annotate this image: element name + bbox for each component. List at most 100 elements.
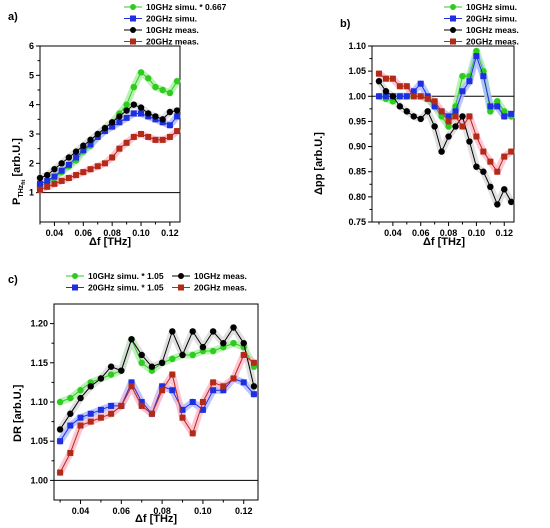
data-point [138,110,145,117]
data-point [459,113,466,120]
data-point [501,108,508,115]
data-point [138,131,145,137]
data-point [494,103,501,110]
data-point [179,406,186,413]
data-point [375,78,383,85]
data-point [424,95,431,102]
panel-c: c) DR [arb.U.] Δf [THz] 0.04 0.06 0.08 0.10… [8,271,259,525]
data-point [145,133,152,140]
data-point [87,410,94,417]
data-point [382,75,389,82]
data-point [101,124,109,132]
data-point [87,141,94,148]
x-tick-label: 0.08 [440,228,458,238]
legend-label: 10GHz simu. * 1.05 [88,271,164,281]
x-tick-label: 0.06 [113,506,131,516]
data-point [424,108,431,115]
y-tick-label: 1.05 [30,436,48,446]
data-point [459,123,466,130]
data-point [240,340,247,347]
data-point [473,133,480,140]
data-point [480,73,487,80]
y-tick-label: 1.15 [30,358,48,368]
data-point [166,89,174,97]
data-point [152,83,159,91]
legend-marker [178,273,184,279]
data-point [410,88,417,95]
data-point [123,101,130,108]
legend-label: 20GHz meas. [194,283,247,293]
panel-a-label: a) [8,11,18,23]
data-point [123,139,130,146]
panel-c-plot: 0.04 0.06 0.08 0.10 0.12 1.00 1.05 1.10 1.15 1.20… [30,271,259,516]
legend-label: 10GHz simu. [466,2,517,12]
data-point [166,122,173,129]
y-tick-label: 6 [29,41,34,51]
data-point [508,148,515,155]
legend-marker [72,284,78,291]
data-point [403,83,410,90]
data-point [375,93,382,100]
panel-c-xlabel: Δf [THz] [135,513,177,525]
data-point [67,422,74,429]
data-point [80,147,87,154]
data-point [375,70,382,77]
data-point [44,171,51,179]
data-point [445,123,452,130]
data-point [128,379,135,386]
y-tick-label: 1.10 [348,41,366,51]
data-point [77,422,84,429]
data-point [118,402,125,409]
legend-marker [130,27,136,33]
data-point [37,186,43,193]
data-point [109,154,116,161]
data-point [65,175,72,181]
data-point [445,118,452,125]
data-point [480,148,487,155]
data-point [480,168,487,175]
panel-b: b) Δpp [arb.U.] Δf [THz] 0.04 0.06 0.08 0.1… [313,2,519,248]
data-point [501,153,508,160]
y-tick-label: 1.00 [30,475,48,485]
y-tick-label: 2 [29,158,34,168]
data-point [445,133,452,140]
data-point [67,394,74,402]
data-point [210,379,217,386]
y-tick-label: 0.75 [348,217,366,227]
data-point [36,174,44,182]
data-point [137,104,145,111]
x-tick-label: 0.04 [72,506,90,516]
panel-a-xlabel: Δf [THz] [89,236,131,248]
data-point [210,387,217,394]
data-point [487,183,494,190]
data-point [189,430,196,437]
data-point [445,113,452,120]
legend-label: 20GHz meas. [146,37,199,47]
data-point [116,113,123,120]
data-point [169,328,176,335]
legend-marker [72,273,78,279]
data-point [73,172,80,179]
data-point [508,110,515,117]
data-point [87,418,94,425]
data-point [138,359,145,366]
data-point [452,108,459,115]
data-point [403,93,410,100]
data-point [250,391,257,398]
data-point [487,158,494,165]
data-point [189,399,196,405]
data-point [137,69,145,76]
data-point [77,414,84,421]
y-tick-label: 1.05 [348,66,366,76]
y-tick-label: 3 [29,129,34,139]
legend-label: 20GHz simu. [146,14,197,24]
data-point [107,371,115,378]
legend-label: 20GHz simu. [466,14,517,24]
data-point [130,133,137,140]
data-point [501,186,508,193]
x-tick-label: 0.06 [412,228,430,238]
data-point [487,108,494,115]
data-point [159,86,166,94]
data-point [189,351,196,359]
